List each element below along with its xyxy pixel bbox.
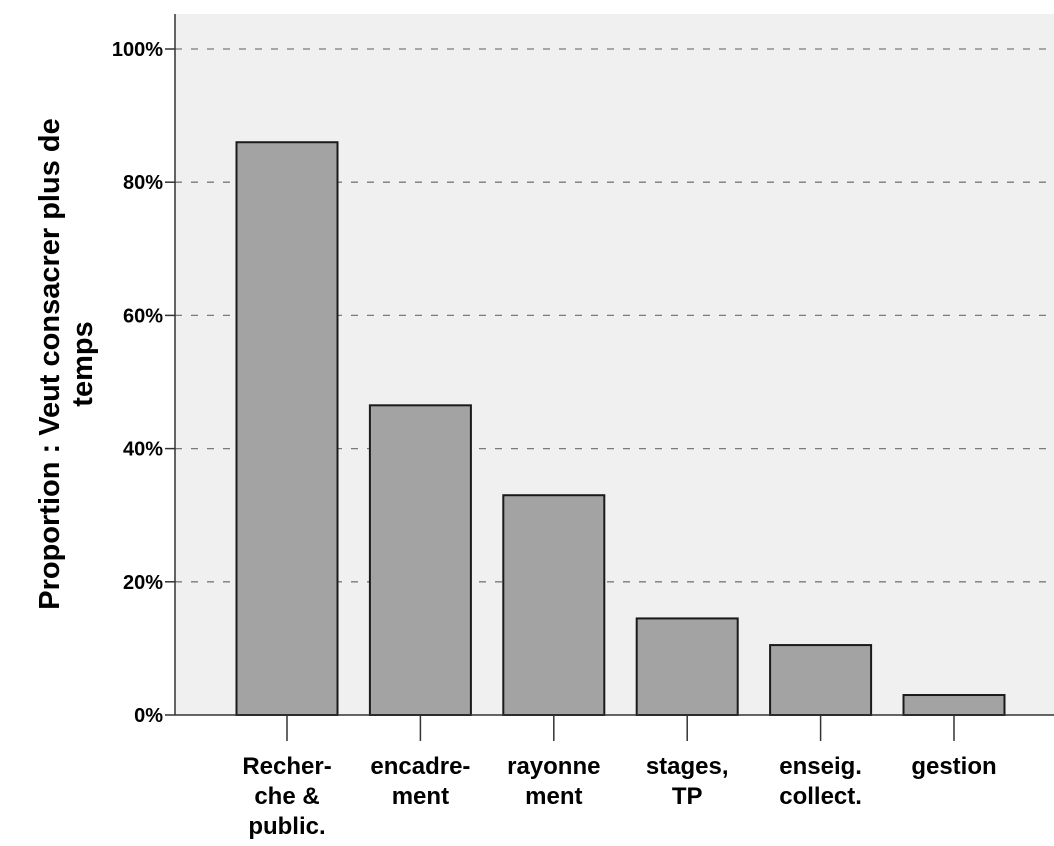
bar-5 [902, 694, 1006, 717]
bar-0 [235, 141, 339, 717]
y-tick-label-100: 100% [112, 39, 163, 61]
bar-4 [769, 644, 873, 717]
y-tick-label-60: 60% [123, 305, 163, 327]
x-tick-label-line: gestion [911, 753, 996, 780]
x-tick-label-line: encadre- [370, 753, 470, 780]
y-tick-label-20: 20% [123, 572, 163, 594]
x-tick-label-line: enseig. [779, 753, 862, 780]
x-tick-label-line: ment [525, 783, 582, 810]
x-tick-label-3: stages, TP [646, 753, 729, 810]
x-tick-label-line: che & [254, 783, 319, 810]
y-axis-title-line: Proportion : Veut consacrer plus de [34, 118, 66, 610]
bar-3 [635, 617, 739, 716]
x-tick-label-line: Recher- [242, 753, 331, 780]
y-tick-label-0: 0% [134, 705, 163, 727]
y-axis-title: Proportion : Veut consacrer plus detemps [34, 118, 99, 610]
x-tick-label-line: TP [672, 783, 703, 810]
y-tick-label-80: 80% [123, 172, 163, 194]
bar-2 [502, 494, 606, 716]
bar-1 [368, 404, 472, 716]
x-tick-label-line: collect. [779, 783, 862, 810]
x-tick-label-2: rayonne ment [507, 753, 600, 810]
x-tick-label-line: stages, [646, 753, 729, 780]
x-tick-label-1: encadre-ment [370, 753, 470, 810]
x-tick-label-5: gestion [911, 753, 996, 780]
x-tick-label-0: Recher-che & public. [242, 753, 331, 840]
y-axis-title-line: temps [67, 321, 99, 406]
x-tick-label-line: public. [248, 813, 325, 840]
x-tick-label-line: ment [392, 783, 449, 810]
y-tick-label-40: 40% [123, 439, 163, 461]
x-tick-label-line: rayonne [507, 753, 600, 780]
x-tick-label-4: enseig. collect. [779, 753, 862, 810]
